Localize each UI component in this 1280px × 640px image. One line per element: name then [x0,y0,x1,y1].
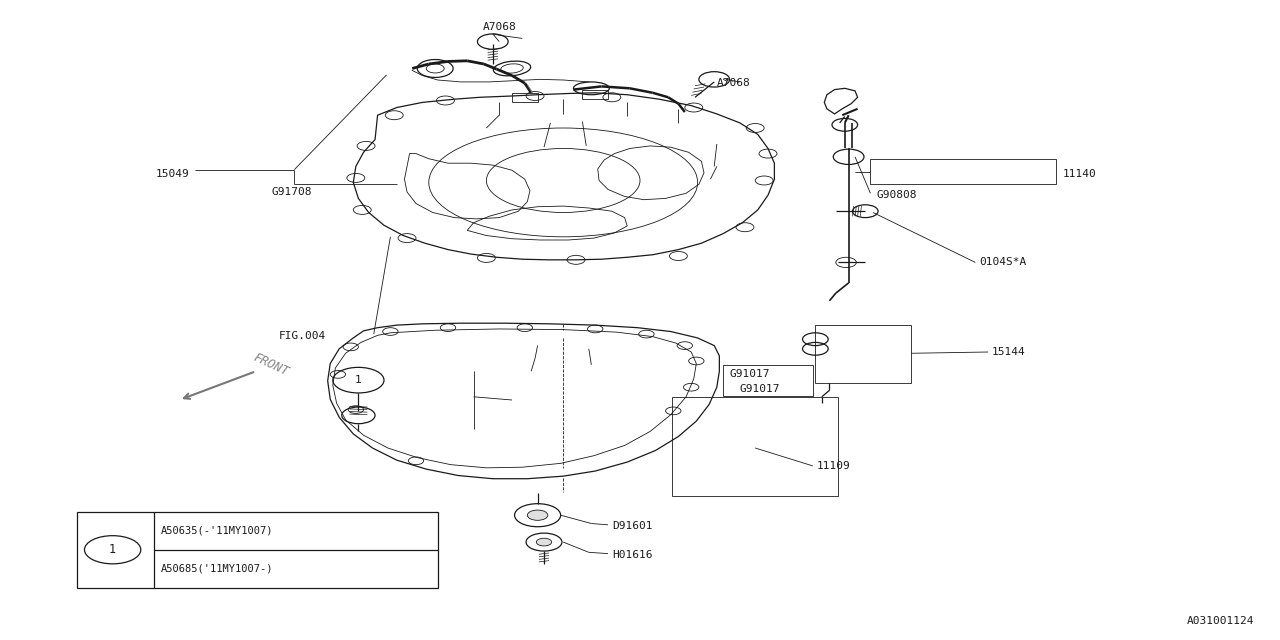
Text: G91017: G91017 [740,384,781,394]
Text: FRONT: FRONT [251,351,291,379]
Bar [870,159,1056,184]
Text: 1: 1 [109,543,116,556]
Text: H01616: H01616 [612,550,653,560]
Text: 15049: 15049 [156,169,189,179]
Text: A50685('11MY1007-): A50685('11MY1007-) [161,564,274,573]
Text: 0104S*A: 0104S*A [979,257,1027,268]
Bar [672,397,838,496]
Text: 11109: 11109 [817,461,850,471]
Bar [723,365,813,396]
Text: D91601: D91601 [612,521,653,531]
Text: G91708: G91708 [271,187,312,197]
Text: A7068: A7068 [717,78,750,88]
Text: 1: 1 [355,375,362,385]
Text: A7068: A7068 [483,22,516,32]
Text: 11140: 11140 [1062,169,1096,179]
Bar [77,512,438,588]
Text: FIG.004: FIG.004 [279,331,326,341]
Text: 15144: 15144 [992,347,1025,357]
Text: G91017: G91017 [730,369,771,380]
Text: G90808: G90808 [877,190,918,200]
Circle shape [527,510,548,520]
Bar [582,90,608,99]
Text: A50635(-'11MY1007): A50635(-'11MY1007) [161,526,274,536]
Circle shape [536,538,552,546]
Bar [815,325,911,383]
Bar [512,93,538,102]
Text: A031001124: A031001124 [1187,616,1254,626]
